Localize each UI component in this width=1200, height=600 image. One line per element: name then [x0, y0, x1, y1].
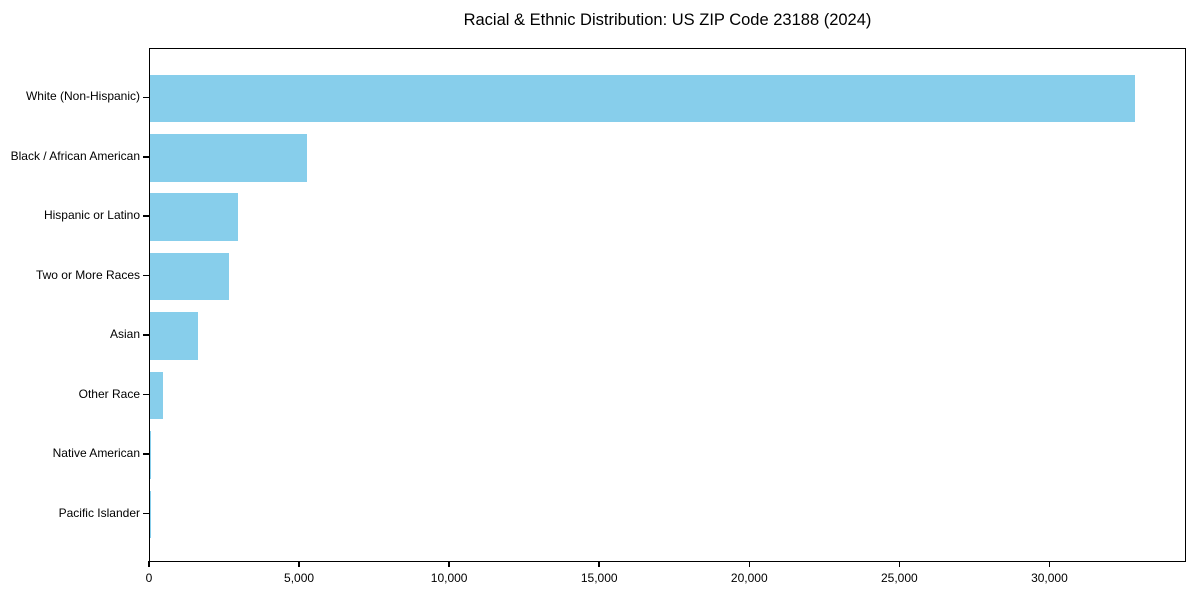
bar-two-or-more-races [150, 252, 229, 301]
x-tick-label: 5,000 [284, 571, 315, 585]
x-tick-label: 15,000 [580, 571, 618, 585]
x-tick-label: 25,000 [881, 571, 918, 585]
x-tick [748, 561, 751, 567]
bar-white-non-hispanic [150, 74, 1136, 123]
x-tick [898, 561, 901, 567]
y-tick-label: Hispanic or Latino [43, 208, 140, 223]
y-tick-label: White (Non-Hispanic) [25, 89, 140, 104]
y-tick [143, 96, 149, 99]
x-tick [448, 561, 450, 567]
y-tick-label: Pacific Islander [58, 505, 140, 520]
y-tick-label: Black / African American [10, 148, 140, 163]
y-tick [143, 334, 149, 336]
y-tick-label: Other Race [78, 386, 140, 401]
y-tick [143, 453, 149, 455]
bar-other-race [150, 371, 163, 420]
x-tick [298, 561, 300, 567]
y-tick [143, 393, 149, 396]
y-tick [143, 215, 149, 217]
x-tick-label: 10,000 [430, 571, 468, 585]
bar-hispanic-or-latino [150, 193, 238, 241]
y-tick [143, 274, 149, 277]
y-tick [143, 156, 149, 158]
bar-asian [150, 312, 198, 360]
y-tick-label: Two or More Races [35, 267, 140, 282]
y-tick-label: Asian [109, 327, 140, 342]
x-tick [598, 561, 600, 567]
bar-native-american [150, 431, 152, 479]
plot-area [149, 48, 1186, 562]
x-tick [148, 561, 150, 567]
x-tick-label: 20,000 [730, 571, 768, 585]
chart-title: Racial & Ethnic Distribution: US ZIP Cod… [463, 11, 872, 29]
y-tick-label: Native American [52, 446, 140, 461]
x-tick-label: 30,000 [1031, 571, 1068, 585]
x-tick [1048, 561, 1051, 567]
bar-black-african-american [150, 134, 308, 182]
y-tick [143, 512, 149, 515]
x-tick-label: 0 [145, 571, 153, 585]
